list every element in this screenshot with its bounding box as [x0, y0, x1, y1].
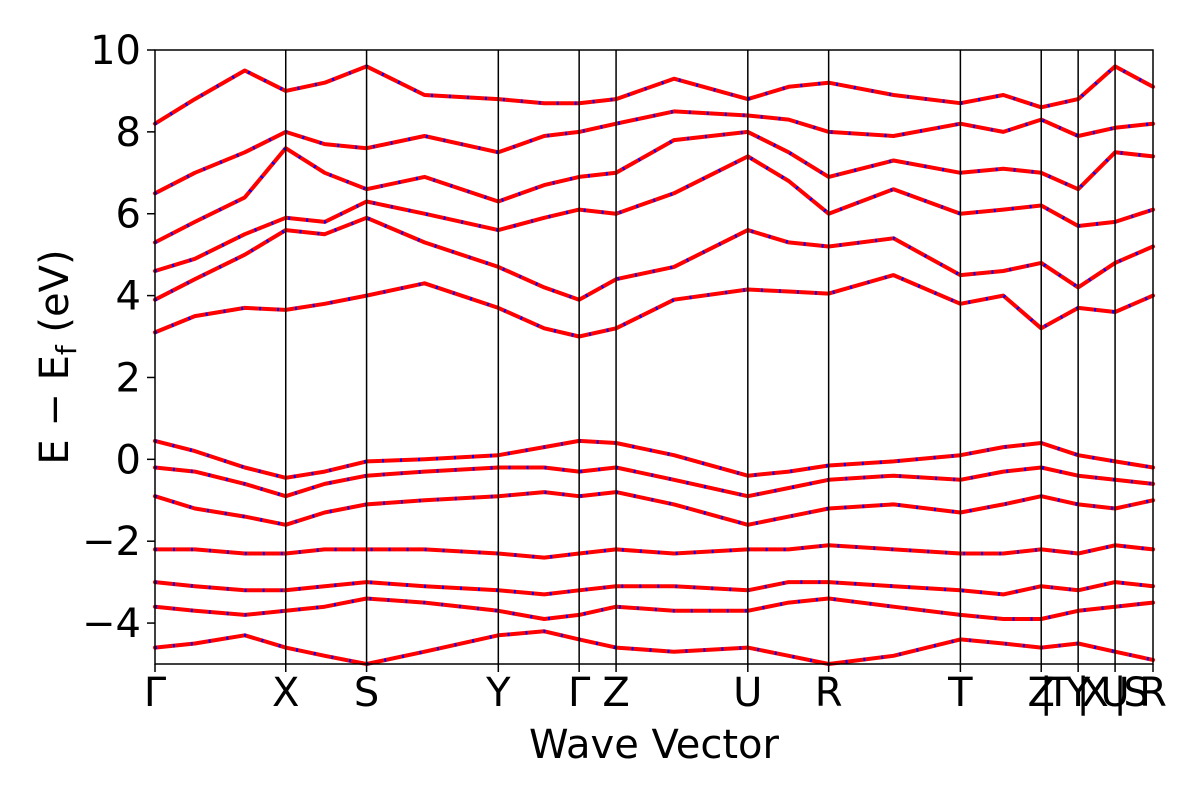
band-line-8 — [153, 490, 1155, 527]
band-line-12 — [153, 629, 1155, 666]
y-tick-label: 6 — [116, 192, 141, 238]
band-line-3 — [153, 129, 1155, 245]
x-tick-label: Y — [1065, 670, 1091, 716]
x-tick-label: T — [947, 670, 973, 716]
band-points-3 — [154, 130, 1154, 244]
y-tick-label: 4 — [116, 274, 141, 320]
x-tick-label: Z — [1028, 670, 1055, 716]
x-tick-label: U — [733, 670, 762, 716]
bands-layer — [153, 64, 1155, 666]
band-line-11 — [153, 596, 1155, 621]
x-axis-ticks: Γ X S Y Γ Z U R T Z|TY|XU|SR — [144, 664, 1167, 716]
band-line-1 — [153, 215, 1155, 302]
y-tick-label: 10 — [90, 28, 141, 74]
kpath-lines-layer — [284, 50, 1116, 664]
x-tick-label: X — [1081, 670, 1108, 716]
x-tick-label: R — [1139, 670, 1167, 716]
band-points-12 — [154, 629, 1154, 666]
band-line-0 — [153, 273, 1155, 339]
x-tick-label: S — [354, 670, 379, 716]
band-points-1 — [154, 215, 1154, 302]
band-line-6 — [153, 438, 1155, 480]
y-axis-ticks: −4 −2 0 2 4 6 8 10 — [82, 28, 155, 647]
x-tick-label: X — [272, 670, 299, 716]
y-tick-label: −2 — [82, 519, 141, 565]
band-line-2 — [153, 154, 1155, 273]
plot-frame — [154, 49, 1154, 665]
y-axis-label-main: E − E — [32, 355, 78, 465]
y-tick-label: 2 — [116, 355, 141, 401]
y-axis-label-subscript: f — [50, 344, 83, 355]
x-tick-label: Y — [485, 670, 511, 716]
x-tick-label: | — [1076, 670, 1089, 716]
x-tick-label: Γ — [568, 670, 591, 716]
y-axis-label: E − Ef (eV) — [32, 249, 83, 464]
y-tick-label: 8 — [116, 110, 141, 156]
band-line-10 — [153, 580, 1155, 597]
x-tick-label: S — [1123, 670, 1148, 716]
band-line-9 — [153, 543, 1155, 560]
band-points-2 — [154, 154, 1154, 273]
x-tick-label: Z — [602, 670, 629, 716]
band-points-5 — [154, 64, 1154, 126]
x-axis-label: Wave Vector — [529, 722, 780, 768]
band-line-4 — [153, 109, 1155, 196]
y-tick-label: −4 — [82, 601, 141, 647]
x-tick-label: R — [815, 670, 843, 716]
x-tick-label: | — [1113, 670, 1126, 716]
x-tick-label: U — [1100, 670, 1129, 716]
x-tick-label: T — [1045, 670, 1071, 716]
y-tick-label: 0 — [116, 437, 141, 483]
x-tick-label: | — [1039, 670, 1052, 716]
x-tick-label: Γ — [144, 670, 167, 716]
band-line-7 — [153, 465, 1155, 499]
y-axis-label-unit: (eV) — [32, 249, 78, 345]
